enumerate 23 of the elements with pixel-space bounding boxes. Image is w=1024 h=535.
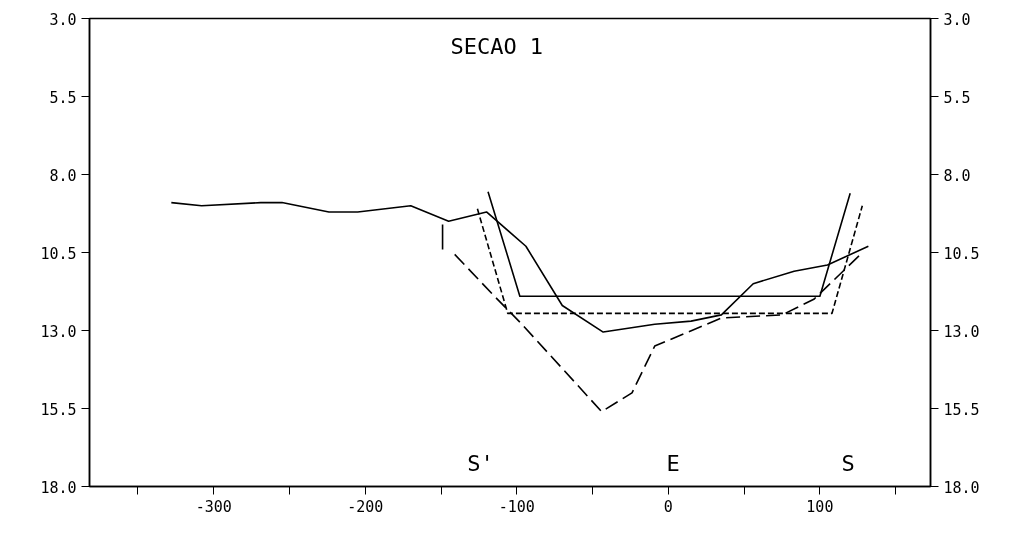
annotation: E (666, 450, 680, 476)
y2-tick-label: 13.0 (943, 322, 980, 341)
y-tick-label: 18.0 (40, 478, 77, 497)
x-tick-label: 100 (806, 497, 834, 516)
y2-tick-label: 15.5 (943, 400, 980, 419)
y-tick-label: 13.0 (40, 322, 77, 341)
x-tick-label: -100 (498, 497, 535, 516)
annotation: S' (467, 450, 494, 476)
x-tick-label: 0 (663, 497, 673, 516)
y-tick-label: 5.5 (49, 88, 77, 107)
x-tick-label: -300 (195, 497, 232, 516)
y-tick-label: 10.5 (40, 244, 77, 263)
x-tick-label: -200 (347, 497, 384, 516)
y2-tick-label: 10.5 (943, 244, 980, 263)
y-tick-label: 8.0 (49, 166, 77, 185)
y2-tick-label: 18.0 (943, 478, 980, 497)
y-tick-label: 15.5 (40, 400, 77, 419)
y2-tick-label: 3.0 (943, 10, 971, 29)
y2-tick-label: 5.5 (943, 88, 971, 107)
annotation: S (841, 450, 855, 476)
y2-tick-label: 8.0 (943, 166, 971, 185)
y-tick-label: 3.0 (49, 10, 77, 29)
text: SECAO 1 (450, 34, 544, 60)
